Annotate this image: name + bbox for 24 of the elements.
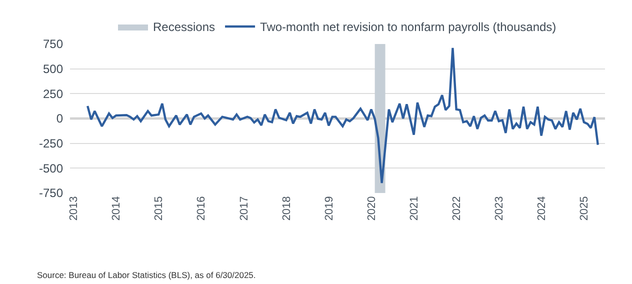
y-tick-label: 750 (42, 37, 64, 52)
x-tick-label: 2024 (536, 196, 548, 221)
x-tick-label: 2017 (238, 196, 250, 221)
source-note: Source: Bureau of Labor Statistics (BLS), as of 6/30/2025. (37, 270, 256, 280)
x-tick-label: 2022 (450, 196, 463, 221)
x-tick-label: 2023 (493, 196, 506, 221)
x-tick-label: 2025 (578, 196, 591, 221)
x-tick-label: 2016 (196, 196, 208, 221)
y-tick-label: 250 (42, 86, 64, 101)
x-tick-label: 2018 (280, 196, 293, 221)
y-tick-label: 500 (42, 62, 64, 76)
y-tick-label: -500 (38, 161, 64, 176)
y-tick-label: -750 (38, 186, 64, 200)
legend-label: Two-month net revision to nonfarm payrolls (thousands) (260, 20, 556, 34)
x-tick-label: 2014 (110, 196, 123, 221)
y-tick-label: -250 (38, 136, 64, 151)
legend-label: Recessions (153, 20, 216, 34)
y-tick-label: 0 (56, 112, 64, 126)
x-tick-label: 2020 (366, 196, 378, 221)
x-tick-label: 2019 (323, 196, 336, 221)
x-tick-label: 2015 (153, 196, 166, 221)
line-series (86, 46, 599, 184)
x-tick-label: 2013 (68, 196, 80, 221)
x-tick-label: 2021 (408, 196, 420, 221)
